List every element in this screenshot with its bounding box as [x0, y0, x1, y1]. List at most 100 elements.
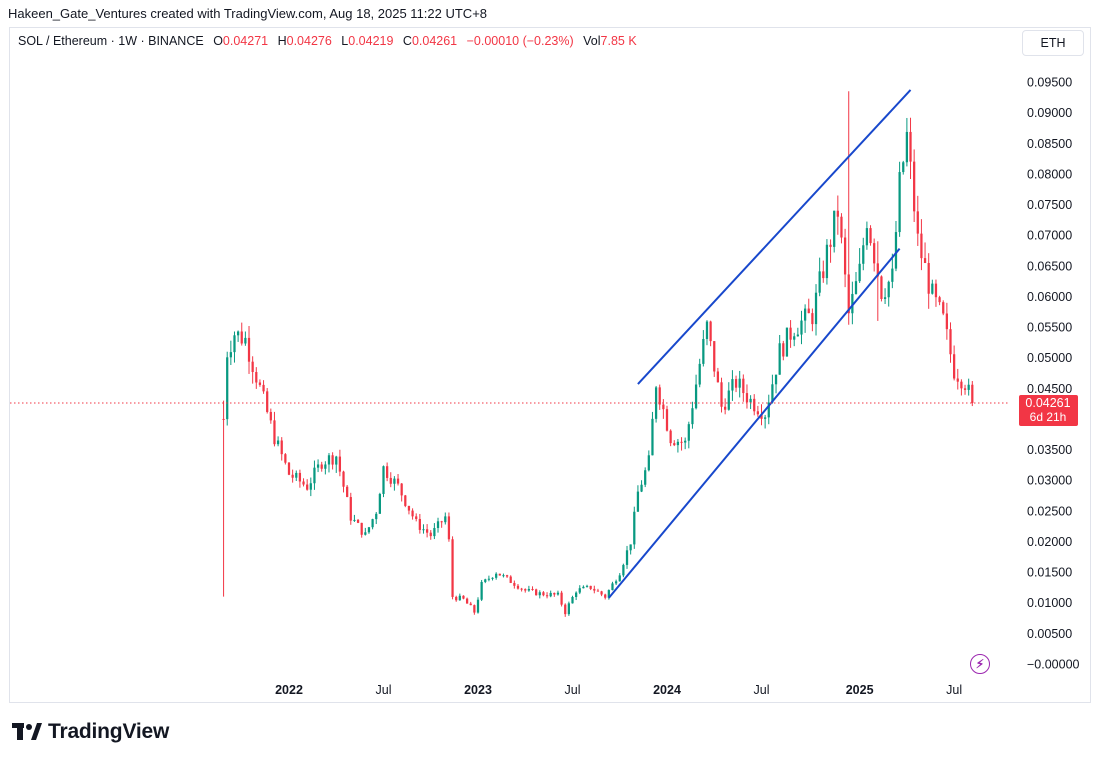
candle-body: [625, 550, 629, 565]
candle-body: [538, 592, 541, 596]
candle-body: [589, 585, 592, 589]
candle-body: [524, 589, 527, 591]
high-value: 0.04276: [286, 34, 332, 48]
candle-body: [854, 281, 858, 294]
y-tick-label: 0.04500: [1027, 382, 1072, 396]
candle-body: [873, 243, 876, 264]
candle-body: [902, 162, 905, 173]
candle-body: [676, 441, 680, 446]
candle-body: [727, 390, 730, 410]
candle-body: [258, 382, 262, 385]
candle-body: [284, 454, 287, 463]
candle-body: [778, 343, 781, 375]
symbol-title[interactable]: SOL / Ethereum · 1W · BINANCE: [18, 34, 204, 48]
candle-body: [491, 577, 494, 579]
candle-body: [738, 378, 741, 388]
candle-body: [549, 592, 552, 597]
candle-body: [709, 321, 712, 342]
candle-body: [505, 575, 509, 577]
candle-body: [669, 430, 672, 444]
candle-body: [353, 519, 356, 521]
candle-body: [691, 408, 694, 425]
tradingview-logo: TradingView: [12, 720, 169, 744]
x-tick-label: 2024: [653, 683, 681, 697]
candle-body: [611, 583, 614, 591]
candle-body: [342, 471, 345, 487]
y-tick-label: 0.07000: [1027, 229, 1072, 243]
ohlc-legend: SOL / Ethereum · 1W · BINANCE O0.04271 H…: [18, 34, 637, 48]
candle-body: [509, 576, 512, 583]
candle-body: [898, 172, 901, 233]
candle-body: [814, 292, 818, 325]
currency-button[interactable]: ETH: [1022, 30, 1084, 56]
candle-body: [920, 233, 923, 259]
candle-body: [458, 595, 461, 601]
candle-body: [386, 466, 389, 478]
candle-body: [389, 477, 392, 484]
candle-body: [731, 379, 734, 391]
candle-body: [698, 363, 701, 385]
candle-body: [327, 455, 331, 465]
candle-body: [600, 591, 603, 595]
candle-body: [694, 384, 698, 409]
candle-body: [411, 510, 414, 517]
candle-body: [684, 440, 687, 443]
candle-body: [963, 388, 967, 390]
x-tick-label: 2025: [846, 683, 874, 697]
candle-body: [931, 283, 934, 294]
candle-body: [803, 308, 807, 321]
candle-body: [404, 495, 407, 506]
y-tick-label: 0.08000: [1027, 167, 1072, 181]
y-tick-label: 0.08500: [1027, 137, 1072, 151]
candle-body: [607, 590, 610, 598]
candle-body: [644, 470, 647, 485]
candle-body: [604, 594, 607, 598]
candle-body: [346, 486, 349, 498]
x-tick-label: Jul: [565, 683, 581, 697]
tradingview-logo-icon: [12, 723, 42, 740]
candle-body: [455, 596, 458, 601]
y-tick-label: 0.05500: [1027, 321, 1072, 335]
open-label: O: [213, 34, 223, 48]
candle-body: [400, 483, 403, 496]
x-tick-label: 2023: [464, 683, 492, 697]
candle-body: [582, 586, 585, 589]
candle-body: [473, 605, 476, 613]
lightning-icon[interactable]: ⚡︎: [970, 654, 990, 674]
candle-body: [680, 441, 683, 443]
candle-body: [953, 354, 956, 379]
candle-body: [295, 472, 298, 478]
candle-body: [876, 263, 879, 277]
candle-body: [240, 331, 243, 344]
candle-body: [338, 456, 342, 472]
open-value: 0.04271: [222, 34, 269, 48]
candle-body: [433, 527, 436, 537]
candle-body: [647, 455, 650, 471]
candle-body: [233, 335, 236, 353]
candle-body: [564, 604, 567, 615]
candle-body: [244, 337, 247, 344]
candle-body: [771, 384, 774, 403]
candle-body: [236, 331, 240, 336]
candle-body: [306, 484, 309, 490]
candle-body: [960, 381, 963, 389]
candle-body: [324, 464, 327, 469]
candle-body: [673, 443, 676, 446]
candle-body: [756, 411, 759, 415]
price-tag-countdown: 6d 21h: [1030, 410, 1067, 424]
candle-body: [229, 352, 232, 358]
candle-body: [913, 161, 916, 212]
y-tick-label: 0.09000: [1027, 106, 1072, 120]
candle-body: [891, 268, 894, 282]
candle-body: [520, 588, 523, 590]
candle-body: [556, 592, 560, 595]
candle-body: [440, 521, 443, 523]
candle-body: [444, 516, 447, 523]
candle-body: [858, 263, 861, 282]
candle-body: [251, 361, 254, 373]
candle-body: [302, 481, 305, 485]
candle-body: [702, 339, 705, 364]
candle-body: [276, 440, 280, 445]
volume-label: Vol: [583, 34, 601, 48]
